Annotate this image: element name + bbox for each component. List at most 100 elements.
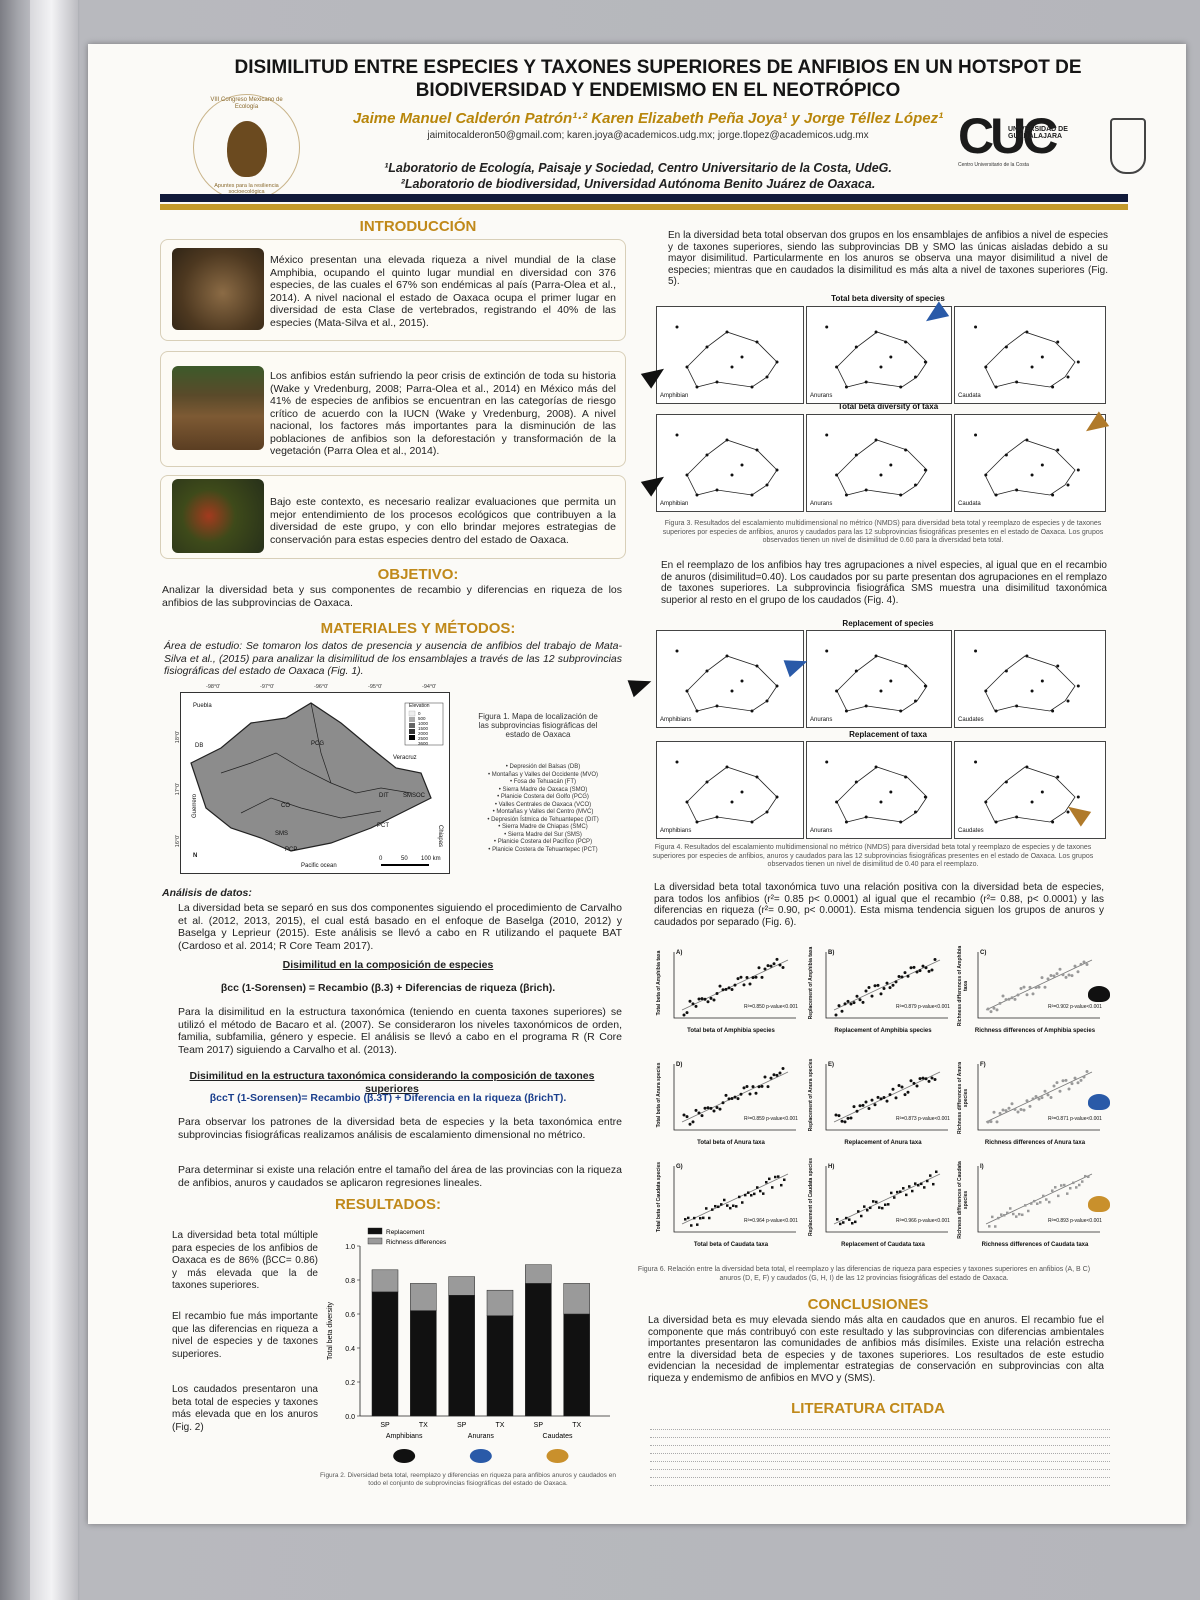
nmds-point: [1025, 438, 1029, 442]
fig6-panel: E) R²=0.873 p-value<0.001 Replacement of A…: [808, 1059, 952, 1156]
fig6-point: [924, 966, 928, 970]
nmds-point: [725, 438, 729, 442]
fig6-point: [834, 1013, 838, 1017]
nmds-plot: [675, 760, 779, 824]
map-region-smsoc: SMSOC: [403, 793, 426, 799]
nmds-point: [715, 488, 719, 492]
fig6-point: [843, 1120, 847, 1124]
nmds-point: [874, 438, 878, 442]
fig6-point: [861, 1000, 865, 1004]
fig6-point: [920, 1182, 923, 1186]
fig6-point: [1025, 1099, 1029, 1103]
fig1-list-item: • Fosa de Tehuacán (FT): [509, 779, 577, 785]
fig6-panel-id: C): [980, 950, 987, 956]
nmds-point: [889, 355, 893, 359]
fig6-point: [1019, 987, 1023, 991]
nmds-point: [1004, 780, 1008, 784]
map-label-elev-500: 500: [418, 716, 426, 721]
nmds-point: [889, 679, 893, 683]
fig6-point: [909, 966, 913, 970]
fig6-point: [742, 1086, 746, 1090]
nmds-cluster-outline: [836, 439, 928, 496]
fig6-point: [763, 1075, 767, 1079]
fig6-point: [748, 1092, 752, 1096]
fig1-region-list: • Depresión del Balsas (DB) • Montañas y …: [468, 764, 618, 854]
nmds-point: [984, 689, 988, 693]
fig6-point: [1055, 972, 1059, 976]
fig6-stat: R²=0.850 p-value<0.001: [744, 1004, 798, 1010]
nmds-point: [755, 775, 759, 779]
map-label-elev-2500: 2500: [418, 736, 429, 741]
fig6-point: [989, 1120, 993, 1124]
nmds-point: [740, 790, 744, 794]
nmds-point: [765, 483, 769, 487]
map-label-elev-3600: 3600: [418, 741, 429, 746]
fig6-axes: [825, 1064, 948, 1131]
fig6-point: [888, 986, 892, 990]
fig6-point: [718, 984, 722, 988]
fig1-list-item: • Depresión Ístmica de Tehuantepec (DIT): [487, 816, 599, 823]
nmds-panel: Caudates: [954, 630, 1106, 728]
fig6-point: [998, 1111, 1002, 1115]
fig6-point: [708, 1216, 711, 1220]
nmds-point: [825, 325, 829, 329]
nmds-point: [725, 765, 729, 769]
x-tick-label: TX: [419, 1422, 428, 1429]
fig6-plot: [825, 1166, 948, 1233]
x-tick-label: TX: [572, 1422, 581, 1429]
fig6-point: [914, 1182, 917, 1185]
fig6-point: [884, 1203, 887, 1206]
nmds-point: [1015, 815, 1019, 819]
nmds-point: [1051, 820, 1055, 824]
nmds-point: [765, 375, 769, 379]
nmds-point: [923, 795, 927, 799]
fig6-ylabel: Richness differences of Anura species: [957, 1061, 969, 1135]
fig6-point: [727, 1097, 731, 1101]
fig6-point: [837, 1004, 841, 1008]
map-label-scale-0: 0: [379, 856, 383, 862]
sub-species-dissimilarity: Disimilitud en la composición de especie…: [282, 959, 494, 971]
analisis-heading: Análisis de datos:: [162, 887, 252, 899]
fig6-point: [894, 1096, 898, 1100]
fig6-point: [1048, 1200, 1051, 1204]
fig4-caption: Figura 4. Resultados del escalamiento mu…: [652, 844, 1094, 868]
fig6-point: [760, 975, 764, 979]
fig6-ylabel: Total beta of Caudata species: [656, 1161, 662, 1233]
fig6-point: [1085, 1070, 1089, 1074]
fig6-point: [726, 1204, 729, 1207]
fig6-ylabel: Richness differences of Caudata species: [957, 1161, 969, 1239]
nmds-point: [974, 760, 978, 764]
fig6-point: [1028, 1104, 1032, 1108]
fig6-point: [711, 1208, 714, 1211]
fig1-list-item: • Sierra Madre de Oaxaca (SMO): [498, 786, 588, 793]
y-tick-label: 0.8: [345, 1278, 355, 1285]
nmds-point: [705, 453, 709, 457]
nmds-cluster-outline: [984, 655, 1076, 712]
frog-icon: [1088, 1094, 1110, 1110]
salamander-photo: [172, 479, 264, 553]
nmds-point: [913, 375, 917, 379]
nmds-group-label: Caudates: [958, 828, 984, 834]
lon-1: -98°0': [206, 684, 221, 690]
fig6-point: [1079, 962, 1083, 966]
nmds-cluster-outline: [984, 331, 1076, 388]
fig6-point: [1076, 970, 1080, 974]
nmds-point: [685, 689, 689, 693]
nmds-point: [730, 473, 734, 477]
fig6-xlabel: Richness differences of Caudata taxa: [981, 1242, 1089, 1248]
legend-swatch: [367, 1227, 383, 1235]
fig6-point: [888, 1093, 892, 1097]
fig6-point: [1057, 1194, 1060, 1198]
nmds-point: [864, 488, 868, 492]
fig6-ylabel: Total beta of Amphibia taxa: [656, 950, 662, 1016]
fig6-point: [909, 1079, 913, 1083]
intro-paragraph-2: Los anfibios están sufriendo la peor cri…: [270, 370, 616, 457]
area-estudio: Área de estudio: Se tomaron los datos de…: [164, 640, 622, 677]
fig6-point: [700, 1114, 704, 1118]
nmds-group-label: Anurans: [810, 393, 833, 399]
nmds-plot: [825, 325, 928, 389]
congress-logo: VIII Congreso Mexicano de Ecología Apunt…: [193, 94, 300, 201]
fig6-point: [754, 1091, 758, 1095]
fig6-point: [890, 1191, 893, 1195]
fig6-point: [730, 1097, 734, 1100]
